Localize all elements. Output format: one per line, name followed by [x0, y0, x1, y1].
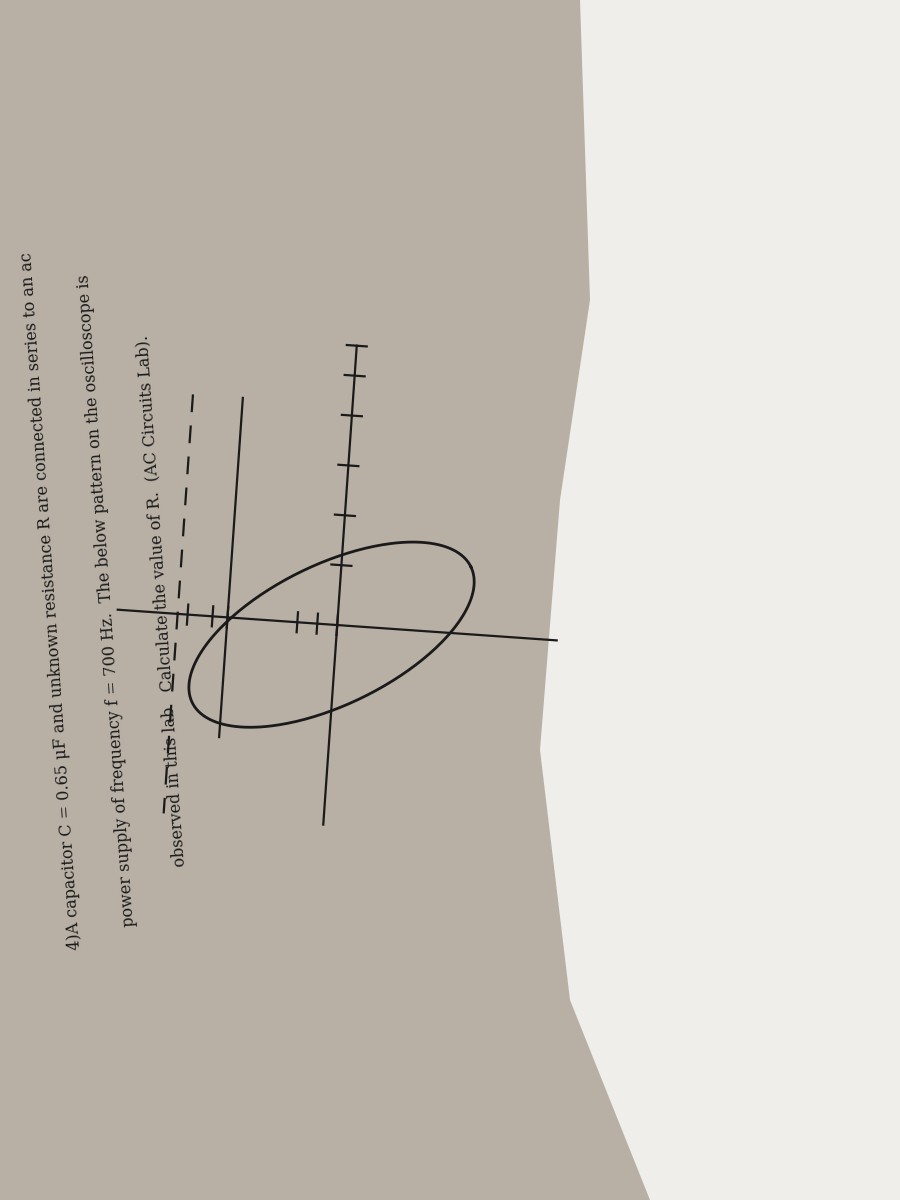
Text: 4)A capacitor C = 0.65 μF and unknown resistance R are connected in series to an: 4)A capacitor C = 0.65 μF and unknown re… [19, 251, 85, 950]
Text: power supply of frequency f = 700 Hz.  The below pattern on the oscilloscope is: power supply of frequency f = 700 Hz. Th… [76, 274, 138, 928]
Text: observed in this lab   Calculate the value of R.  (AC Circuits Lab).: observed in this lab Calculate the value… [134, 335, 189, 866]
Polygon shape [540, 0, 900, 1200]
